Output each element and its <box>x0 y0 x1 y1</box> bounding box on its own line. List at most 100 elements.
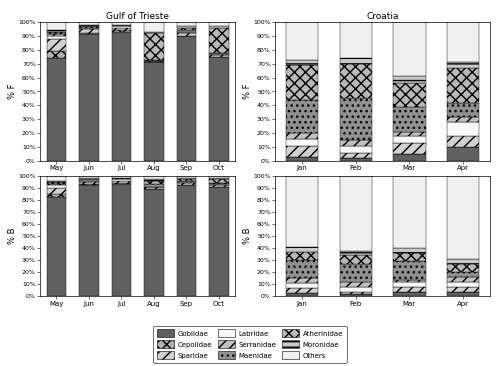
Bar <box>209 54 229 55</box>
Bar <box>46 30 66 32</box>
Bar <box>79 182 98 184</box>
Bar <box>79 25 98 26</box>
Bar <box>112 27 131 30</box>
Bar <box>286 252 318 260</box>
Bar <box>112 26 131 27</box>
Bar <box>79 33 98 34</box>
Bar <box>340 255 372 264</box>
Bar <box>112 30 131 32</box>
Bar <box>447 259 479 264</box>
Bar <box>46 32 66 34</box>
Bar <box>286 60 318 65</box>
Bar <box>46 36 66 39</box>
Bar <box>209 27 229 53</box>
Bar <box>46 182 66 184</box>
Bar <box>144 60 164 61</box>
Bar <box>393 282 426 287</box>
Bar <box>176 36 196 161</box>
Bar <box>286 133 318 139</box>
Bar <box>79 184 98 185</box>
Bar <box>286 139 318 146</box>
Bar <box>340 153 372 158</box>
Bar <box>176 22 196 26</box>
Bar <box>393 83 426 107</box>
Bar <box>340 22 372 58</box>
Bar <box>340 64 372 98</box>
Y-axis label: % B: % B <box>8 228 17 244</box>
Bar <box>209 184 229 185</box>
Bar <box>144 22 164 32</box>
Bar <box>340 140 372 146</box>
Bar <box>46 34 66 36</box>
Bar <box>112 179 131 180</box>
Bar <box>79 180 98 182</box>
Bar <box>144 184 164 187</box>
Bar <box>447 277 479 282</box>
Bar <box>393 143 426 154</box>
Bar <box>176 185 196 296</box>
Bar <box>340 158 372 161</box>
Bar <box>176 27 196 30</box>
Bar <box>46 194 66 197</box>
Bar <box>46 39 66 51</box>
Bar <box>46 51 66 58</box>
Bar <box>447 102 479 116</box>
Bar <box>286 65 318 100</box>
Bar <box>447 272 479 277</box>
Bar <box>340 287 372 292</box>
Bar <box>393 261 426 280</box>
Bar <box>176 182 196 183</box>
Bar <box>46 58 66 161</box>
Bar <box>176 32 196 33</box>
Y-axis label: % F: % F <box>243 84 252 99</box>
Bar <box>176 180 196 182</box>
Title: Gulf of Trieste: Gulf of Trieste <box>106 12 169 21</box>
Bar <box>144 179 164 180</box>
Bar <box>393 136 426 143</box>
Bar <box>176 179 196 180</box>
Bar <box>209 55 229 57</box>
Bar <box>286 176 318 247</box>
Legend: Gobiidae, Cepolidae, Sparidae, Labridae, Serranidae, Maenidae, Atherinidae, Moro: Gobiidae, Cepolidae, Sparidae, Labridae,… <box>154 326 346 363</box>
Bar <box>144 32 164 33</box>
Bar <box>176 176 196 178</box>
Bar <box>144 189 164 296</box>
Bar <box>447 116 479 122</box>
Bar <box>176 33 196 36</box>
Bar <box>209 185 229 187</box>
Bar <box>340 292 372 294</box>
Bar <box>393 154 426 161</box>
Bar <box>79 27 98 29</box>
Bar <box>209 57 229 161</box>
Bar <box>209 183 229 184</box>
Bar <box>286 157 318 161</box>
Bar <box>393 22 426 76</box>
Bar <box>176 178 196 179</box>
Bar <box>209 178 229 179</box>
Bar <box>447 282 479 287</box>
Bar <box>447 147 479 161</box>
Y-axis label: % B: % B <box>243 228 252 244</box>
Bar <box>447 176 479 259</box>
Bar <box>46 180 66 182</box>
Bar <box>46 185 66 188</box>
Bar <box>144 187 164 189</box>
Bar <box>112 22 131 25</box>
Bar <box>340 146 372 153</box>
Bar <box>340 294 372 296</box>
Bar <box>447 287 479 292</box>
Bar <box>393 176 426 248</box>
Bar <box>112 25 131 26</box>
Bar <box>340 98 372 140</box>
Bar <box>79 178 98 179</box>
Bar <box>447 264 479 272</box>
Bar <box>340 251 372 255</box>
Bar <box>393 248 426 253</box>
Bar <box>340 264 372 282</box>
Bar <box>46 197 66 296</box>
Bar <box>79 34 98 161</box>
Bar <box>46 184 66 185</box>
Bar <box>79 179 98 180</box>
Bar <box>209 26 229 27</box>
Bar <box>144 62 164 161</box>
